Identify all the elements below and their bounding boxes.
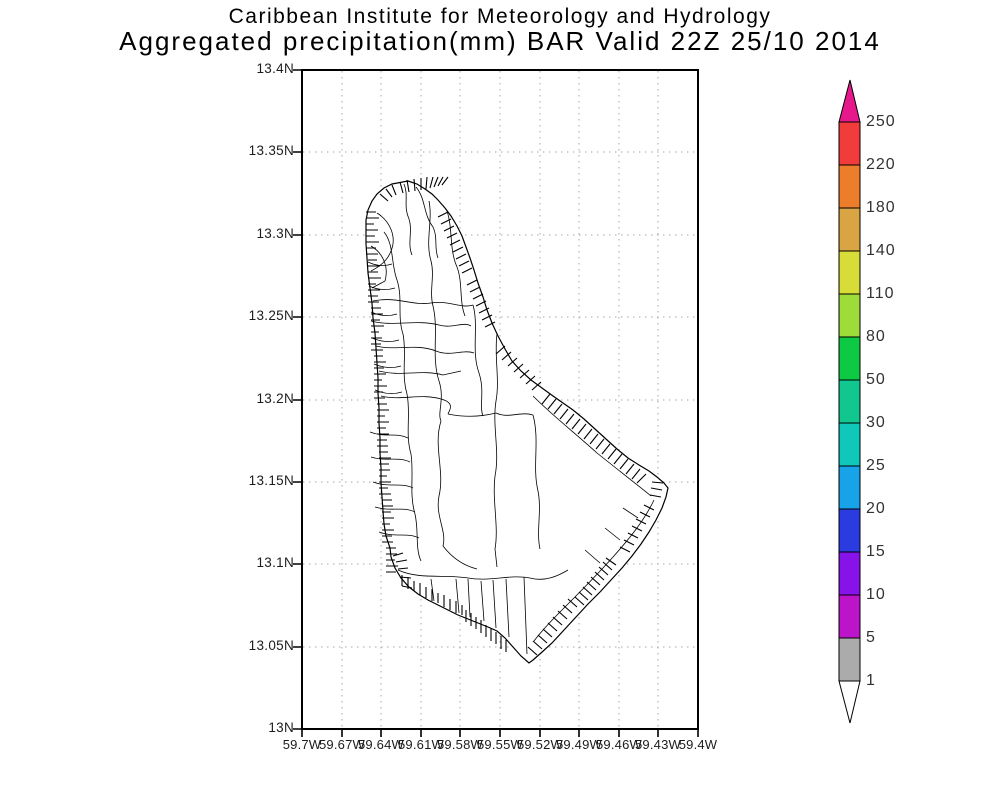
colorbar-tick-label: 1 [866,672,876,689]
colorbar-segment [838,379,861,424]
y-axis-tick-label: 13.1N [256,555,294,570]
barbados-island-outline [365,180,669,664]
colorbar-tick-label: 20 [866,500,886,517]
colorbar-segment [838,551,861,596]
colorbar-tick-label: 30 [866,414,886,431]
colorbar-segment [838,465,861,510]
colorbar [838,79,861,724]
y-axis-tick-label: 13.05N [248,638,294,653]
y-axis-tick-label: 13.15N [248,473,294,488]
colorbar-tick-label: 80 [866,328,886,345]
plot-frame [293,69,699,737]
x-axis-tick-label: 59.61W [397,737,444,752]
colorbar-tick-label: 15 [866,543,886,560]
colorbar-segment [838,336,861,381]
x-axis-tick-label: 59.58W [436,737,483,752]
colorbar-segment [838,508,861,553]
x-axis-tick-label: 59.7W [282,737,322,752]
colorbar-segment [838,422,861,467]
y-axis-tick-label: 13.2N [256,391,294,406]
colorbar-segment [838,594,861,639]
colorbar-segment [838,637,861,682]
x-axis-tick-label: 59.52W [516,737,563,752]
y-axis-tick-label: 13.4N [256,61,294,76]
colorbar-tick-label: 10 [866,586,886,603]
chart-subtitle: Aggregated precipitation(mm) BAR Valid 2… [119,26,881,56]
x-axis-tick-label: 59.67W [318,737,365,752]
x-axis-tick-label: 59.64W [357,737,404,752]
x-axis-tick-label: 59.55W [476,737,523,752]
y-axis-tick-label: 13.35N [248,143,294,158]
coastal-hatching [366,176,664,656]
x-axis-tick-label: 59.49W [555,737,602,752]
x-axis-tick-label: 59.4W [678,737,718,752]
colorbar-tick-label: 25 [866,457,886,474]
colorbar-tick-label: 220 [866,156,896,173]
colorbar-segment [838,121,861,166]
colorbar-arrow-top [838,79,861,123]
barbados-map [365,176,669,664]
x-axis-ticks [301,729,699,737]
colorbar-tick-label: 5 [866,629,876,646]
colorbar-segment [838,207,861,252]
colorbar-segment [838,164,861,209]
colorbar-tick-label: 110 [866,285,895,302]
colorbar-tick-label: 250 [866,113,896,130]
colorbar-arrow-bottom [838,680,861,724]
colorbar-tick-label: 180 [866,199,896,216]
colorbar-segment [838,250,861,295]
colorbar-tick-label: 50 [866,371,886,388]
x-axis-tick-label: 59.46W [595,737,642,752]
colorbar-segment [838,293,861,338]
y-axis-tick-label: 13.3N [256,226,294,241]
x-axis-tick-label: 59.43W [634,737,681,752]
y-axis-tick-label: 13.25N [248,308,294,323]
y-axis-tick-label: 13N [268,720,294,735]
chart-title: Caribbean Institute for Meteorology and … [228,5,772,28]
colorbar-tick-label: 140 [866,242,896,259]
y-axis-ticks [293,69,302,730]
